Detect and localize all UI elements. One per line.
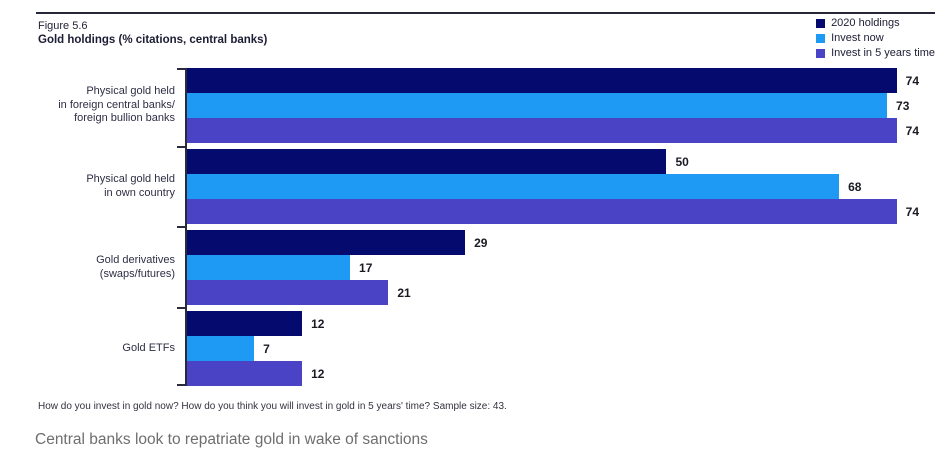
bar	[187, 174, 840, 199]
axis-tick	[177, 307, 185, 309]
value-label: 68	[848, 179, 862, 194]
bar-row: 29	[187, 230, 935, 255]
axis-tick	[177, 146, 185, 148]
bar-row: 50	[187, 149, 935, 174]
category-label-line: in own country	[104, 186, 175, 199]
figure-number: Figure 5.6	[38, 20, 88, 32]
bar-group: 12 7 12	[187, 311, 935, 386]
category-label-line: Physical gold held	[86, 173, 175, 185]
chart: Physical gold held in foreign central ban…	[38, 68, 935, 386]
bar	[187, 361, 303, 386]
bar-group: 74 73 74	[187, 68, 935, 143]
bar	[187, 230, 466, 255]
category-label: Physical gold held in own country	[38, 149, 185, 224]
bar	[187, 149, 667, 174]
bar-row: 73	[187, 93, 935, 118]
bar-row: 74	[187, 68, 935, 93]
value-label: 50	[675, 154, 689, 169]
axis-tick	[177, 68, 185, 70]
category-label-line: Gold derivatives	[96, 254, 175, 266]
legend-label: 2020 holdings	[831, 17, 900, 29]
value-label: 74	[905, 123, 919, 138]
bar	[187, 311, 303, 336]
category-label-line: Gold ETFs	[122, 341, 175, 354]
chart-footnote: How do you invest in gold now? How do yo…	[38, 401, 507, 412]
bar-row: 12	[187, 311, 935, 336]
legend-item: 2020 holdings	[816, 16, 935, 30]
bar-group: 50 68 74	[187, 149, 935, 224]
axis-tick	[177, 384, 185, 386]
bar-row: 12	[187, 361, 935, 386]
legend-item: Invest in 5 years time	[816, 46, 935, 60]
bar	[187, 280, 389, 305]
category-label-line: (swaps/futures)	[99, 267, 175, 280]
legend-item: Invest now	[816, 31, 935, 45]
category-label: Physical gold held in foreign central ban…	[38, 68, 185, 143]
category-label: Gold derivatives (swaps/futures)	[38, 230, 185, 305]
bar	[187, 255, 351, 280]
legend-swatch-icon	[816, 18, 826, 28]
category-label: Gold ETFs	[38, 311, 185, 386]
axis-tick	[177, 226, 185, 228]
bar	[187, 118, 897, 143]
value-label: 73	[896, 98, 910, 113]
category-label-line: in foreign central banks/	[58, 98, 175, 111]
bar	[187, 68, 897, 93]
value-label: 7	[263, 341, 270, 356]
legend-label: Invest now	[831, 32, 884, 44]
bar-row: 7	[187, 336, 935, 361]
top-rule	[36, 12, 935, 14]
bar	[187, 93, 888, 118]
value-label: 21	[397, 285, 411, 300]
figure-caption: Central banks look to repatriate gold in…	[35, 431, 428, 448]
value-label: 12	[311, 366, 325, 381]
category-label-line: foreign bullion banks	[74, 112, 175, 125]
value-label: 74	[905, 73, 919, 88]
legend-swatch-icon	[816, 48, 826, 58]
bar	[187, 336, 255, 361]
plot-area: 74 73 74 50 68 74 29 17 21 12 7 12	[177, 68, 935, 386]
value-label: 29	[474, 235, 488, 250]
figure-title: Gold holdings (% citations, central bank…	[38, 34, 268, 46]
value-label: 17	[359, 260, 373, 275]
category-labels-column: Physical gold held in foreign central ban…	[38, 68, 185, 386]
bar-row: 68	[187, 174, 935, 199]
bar-row: 74	[187, 118, 935, 143]
bar-row: 21	[187, 280, 935, 305]
legend-swatch-icon	[816, 33, 826, 43]
legend-label: Invest in 5 years time	[831, 47, 935, 59]
value-label: 74	[905, 204, 919, 219]
value-label: 12	[311, 316, 325, 331]
bar-group: 29 17 21	[187, 230, 935, 305]
bar-row: 74	[187, 199, 935, 224]
category-label-line: Physical gold held	[86, 85, 175, 98]
chart-legend: 2020 holdings Invest now Invest in 5 years…	[816, 16, 935, 60]
bar	[187, 199, 897, 224]
bar-row: 17	[187, 255, 935, 280]
